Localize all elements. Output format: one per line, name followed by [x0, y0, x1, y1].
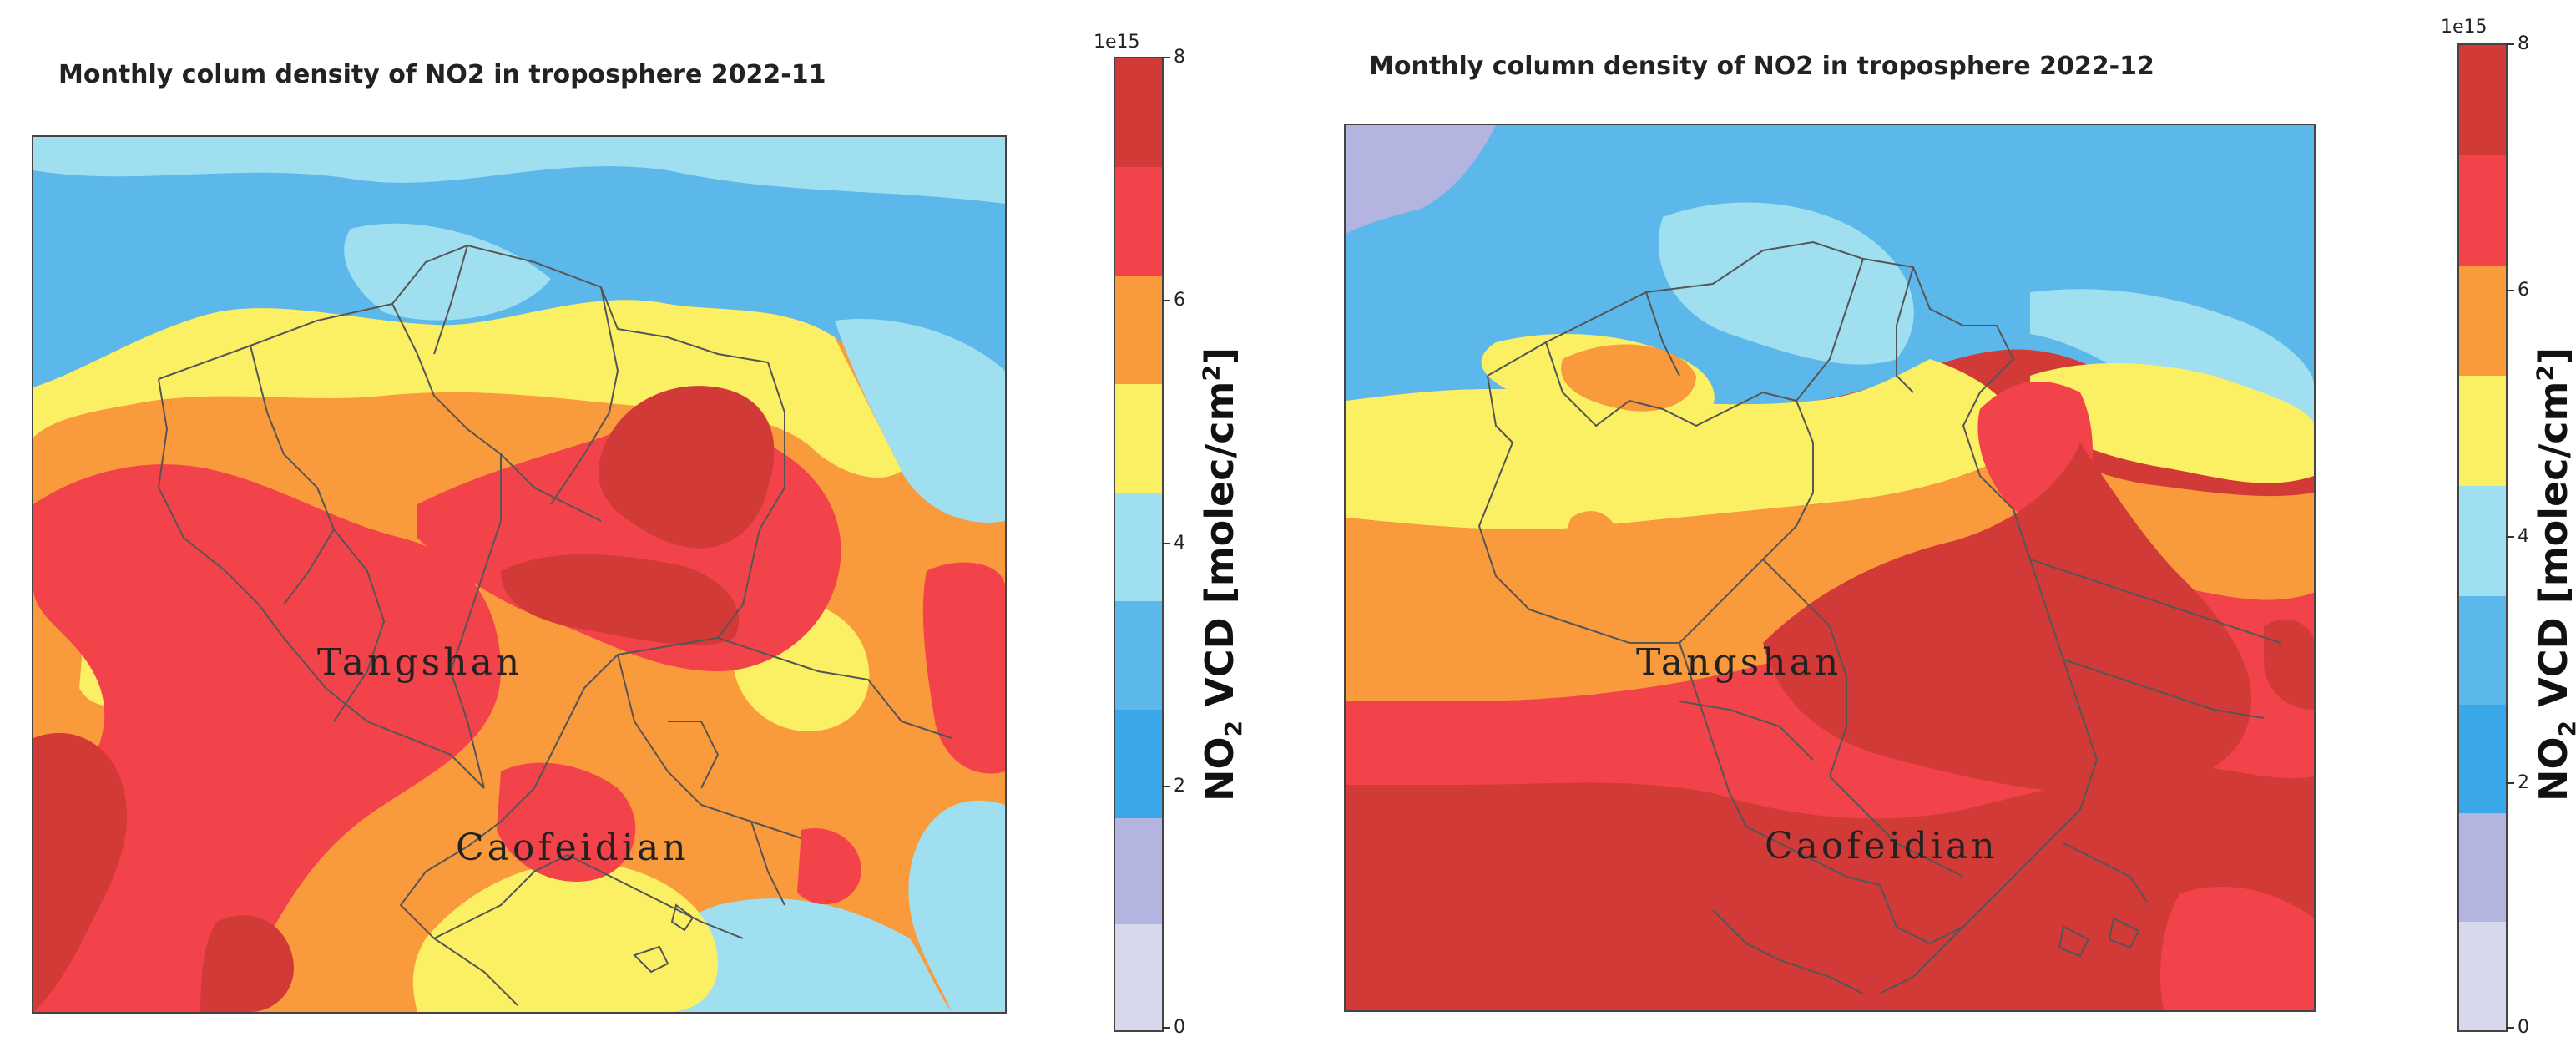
colorbar-level-9: [2459, 45, 2506, 155]
colorbar-axis-label: NO2 VCD [molec/cm2]: [1197, 347, 1248, 802]
field-lowest-northwest: [1346, 125, 1496, 234]
colorbar-axis-label: NO2 VCD [molec/cm2]: [2531, 347, 2576, 802]
colorbar-tick: [2506, 1027, 2514, 1029]
field-darkred-core: [1763, 443, 2252, 793]
colorbar-exponent: 1e15: [1094, 32, 1140, 53]
city-label-caofeidian: Caofeidian: [1765, 825, 1998, 867]
colorbar-tick: [2506, 290, 2514, 291]
colorbar-tick-label: 2: [2518, 772, 2529, 793]
city-label-caofeidian: Caofeidian: [456, 827, 689, 869]
field-light-center: [1658, 202, 1914, 365]
field-light-patch: [344, 223, 551, 321]
admin-boundaries: [1477, 240, 2281, 994]
field-darkred-west: [33, 732, 127, 1012]
colorbar-level-3: [2459, 705, 2506, 813]
field-darkred-south: [200, 915, 294, 1012]
colorbar-level-5: [2459, 486, 2506, 596]
colorbar-level-6: [2459, 376, 2506, 486]
colorbar-level-2: [2459, 813, 2506, 922]
map-title: Monthly column density of NO2 in troposp…: [1369, 52, 2154, 81]
colorbar: [2457, 43, 2508, 1032]
colorbar-level-4: [1115, 601, 1162, 710]
colorbar-tick-label: 2: [1174, 776, 1185, 797]
colorbar-tick: [1162, 1027, 1170, 1029]
field-yellow-east: [2030, 363, 2314, 483]
colorbar-tick-label: 0: [1174, 1017, 1185, 1038]
colorbar-tick-label: 6: [2518, 280, 2529, 301]
colorbar-level-7: [1115, 276, 1162, 384]
colorbar-tick-label: 6: [1174, 290, 1185, 311]
field-red-southeast: [2160, 886, 2314, 1010]
colorbar-tick-label: 4: [1174, 533, 1185, 554]
colorbar-level-1: [1115, 924, 1162, 1030]
field-red-small: [797, 828, 861, 905]
field-yellow-band: [33, 300, 902, 478]
colorbar-level-6: [1115, 384, 1162, 493]
map-panel-2022-11: Monthly colum density of NO2 in troposph…: [0, 0, 1269, 1047]
colorbar-level-7: [2459, 266, 2506, 376]
colorbar-exponent: 1e15: [2441, 17, 2488, 38]
map-panel-2022-12: Monthly column density of NO2 in troposp…: [1302, 0, 2576, 1047]
field-red-east: [922, 562, 1005, 774]
city-label-tangshan: Tangshan: [317, 641, 523, 684]
colorbar-level-9: [1115, 58, 1162, 167]
colorbar-level-3: [1115, 710, 1162, 818]
colorbar-level-8: [2459, 155, 2506, 266]
field-light-southeast: [908, 800, 1005, 1012]
colorbar-tick: [1162, 786, 1170, 787]
field-yellow-south: [412, 862, 718, 1012]
colorbar-tick: [2506, 43, 2514, 45]
field-yellow-west: [1346, 359, 2030, 530]
colorbar-tick: [1162, 57, 1170, 58]
field-orange-north: [1561, 344, 1696, 412]
no2-map-2022-11: [32, 135, 1007, 1014]
colorbar-level-8: [1115, 167, 1162, 276]
admin-boundaries: [157, 244, 952, 1006]
no2-heatmap-2022-11: [33, 137, 1005, 1012]
colorbar-tick-label: 0: [2518, 1017, 2529, 1038]
field-darkred-central: [501, 554, 740, 645]
map-title: Monthly colum density of NO2 in troposph…: [58, 60, 826, 89]
no2-heatmap-2022-12: [1346, 125, 2314, 1010]
colorbar-tick: [2506, 536, 2514, 538]
colorbar-level-2: [1115, 818, 1162, 924]
colorbar-tick-label: 4: [2518, 526, 2529, 547]
field-hotspot: [598, 386, 775, 549]
colorbar: [1114, 57, 1164, 1032]
colorbar-tick: [1162, 300, 1170, 301]
colorbar-tick: [2506, 782, 2514, 784]
colorbar-level-5: [1115, 493, 1162, 601]
field-light-east: [835, 319, 1005, 523]
colorbar-level-4: [2459, 596, 2506, 705]
colorbar-tick: [1162, 543, 1170, 544]
no2-map-2022-12: [1344, 124, 2316, 1012]
field-lighter-north: [33, 137, 1005, 204]
colorbar-tick-label: 8: [1174, 47, 1185, 68]
field-red-mid-south: [497, 762, 636, 882]
colorbar-level-1: [2459, 922, 2506, 1030]
colorbar-tick-label: 8: [2518, 33, 2529, 54]
city-label-tangshan: Tangshan: [1636, 641, 1842, 684]
